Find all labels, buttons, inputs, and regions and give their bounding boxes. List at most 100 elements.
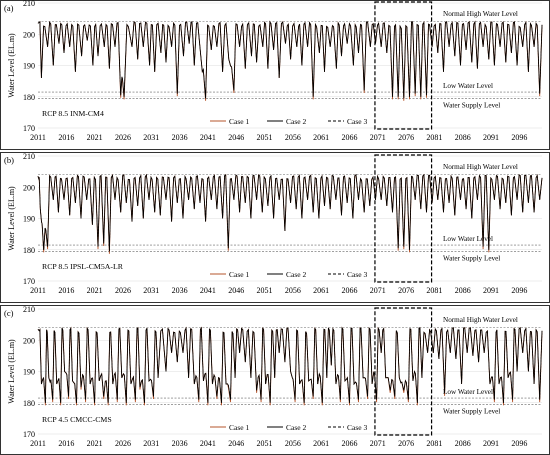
series-case-2-line <box>37 20 543 99</box>
x-tick-label: 2086 <box>455 286 471 295</box>
x-tick-label: 2046 <box>228 439 244 448</box>
x-tick-label: 2086 <box>455 439 471 448</box>
panel-tag: (b) <box>4 155 14 165</box>
legend-label: Case 1 <box>229 117 249 126</box>
x-tick-label: 2046 <box>228 133 244 142</box>
x-tick-label: 2041 <box>200 439 216 448</box>
x-tick-label: 2031 <box>143 133 159 142</box>
x-tick-label: 2091 <box>483 439 499 448</box>
x-tick-label: 2021 <box>87 133 103 142</box>
x-tick-label: 2051 <box>257 133 273 142</box>
x-tick-label: 2011 <box>30 286 46 295</box>
x-tick-label: 2066 <box>341 439 357 448</box>
panel-frame <box>0 305 550 455</box>
panel-frame <box>0 0 550 150</box>
panel-tag: (a) <box>4 3 14 13</box>
x-tick-label: 2026 <box>115 286 131 295</box>
x-tick-label: 2076 <box>398 439 414 448</box>
series-case-2-line <box>37 173 543 252</box>
x-tick-label: 2066 <box>341 133 357 142</box>
legend-label: Case 1 <box>229 270 249 279</box>
x-tick-label: 2071 <box>370 133 386 142</box>
highlight-box <box>374 154 433 283</box>
legend-label: Case 1 <box>229 423 249 432</box>
reference-line-label: Low Water Level <box>443 82 493 90</box>
y-axis-label: Water Level (EL.m) <box>7 186 16 251</box>
x-tick-label: 2041 <box>200 286 216 295</box>
reference-line-label: Water Supply Level <box>443 407 500 415</box>
x-tick-label: 2076 <box>398 286 414 295</box>
y-axis-label: Water Level (EL.m) <box>7 33 16 98</box>
x-tick-label: 2076 <box>398 133 414 142</box>
x-tick-label: 2031 <box>143 439 159 448</box>
x-tick-label: 2051 <box>257 439 273 448</box>
x-tick-label: 2036 <box>172 286 188 295</box>
x-tick-label: 2056 <box>285 439 301 448</box>
legend-label: Case 3 <box>347 270 367 279</box>
panel-tag: (c) <box>4 308 14 318</box>
y-axis-label: Water Level (EL.m) <box>7 339 16 404</box>
y-tick-label: 180 <box>23 246 35 255</box>
reference-line-label: Water Supply Level <box>443 101 500 109</box>
x-tick-label: 2021 <box>87 286 103 295</box>
x-tick-label: 2056 <box>285 286 301 295</box>
y-tick-label: 210 <box>23 305 35 314</box>
x-tick-label: 2026 <box>115 439 131 448</box>
reference-line-label: Normal High Water Level <box>443 316 518 324</box>
x-tick-label: 2046 <box>228 286 244 295</box>
x-tick-label: 2026 <box>115 133 131 142</box>
reference-line-label: Normal High Water Level <box>443 10 518 18</box>
panel-c: 170 180 190 200 210 2011 2016 2021 2026 2031 2036 2… <box>0 305 550 455</box>
y-tick-label: 210 <box>23 152 35 161</box>
legend-label: Case 2 <box>286 117 306 126</box>
x-tick-label: 2066 <box>341 286 357 295</box>
legend-label: Case 3 <box>347 117 367 126</box>
x-tick-label: 2021 <box>87 439 103 448</box>
y-tick-label: 200 <box>23 336 35 345</box>
y-tick-label: 170 <box>23 430 35 439</box>
x-tick-label: 2051 <box>257 286 273 295</box>
x-tick-label: 2096 <box>511 286 527 295</box>
x-tick-label: 2081 <box>426 133 442 142</box>
x-tick-label: 2036 <box>172 133 188 142</box>
reference-line-label: Low Water Level <box>443 235 493 243</box>
scenario-label: RCP 8.5 INM-CM4 <box>42 109 104 118</box>
scenario-label: RCP 4.5 CMCC-CMS <box>42 415 112 424</box>
panel-frame <box>0 152 550 303</box>
y-tick-label: 170 <box>23 124 35 133</box>
x-tick-label: 2016 <box>58 133 74 142</box>
x-tick-label: 2061 <box>313 133 329 142</box>
x-tick-label: 2096 <box>511 133 527 142</box>
x-tick-label: 2081 <box>426 286 442 295</box>
y-tick-label: 200 <box>23 30 35 39</box>
legend-label: Case 2 <box>286 270 306 279</box>
x-tick-label: 2031 <box>143 286 159 295</box>
x-tick-label: 2011 <box>30 133 46 142</box>
y-tick-label: 180 <box>23 93 35 102</box>
reference-line-label: Water Supply Level <box>443 254 500 262</box>
x-tick-label: 2091 <box>483 286 499 295</box>
x-tick-label: 2096 <box>511 439 527 448</box>
y-tick-label: 210 <box>23 0 35 8</box>
panel-b: 170 180 190 200 210 2011 2016 2021 2026 2031 2036 2… <box>0 152 550 303</box>
panel-a: 170 180 190 200 210 2011 2016 2021 2026 2031 2036 2… <box>0 0 550 150</box>
highlight-box <box>374 1 433 130</box>
x-tick-label: 2086 <box>455 133 471 142</box>
series-case-2-line <box>37 326 543 403</box>
x-tick-label: 2061 <box>313 439 329 448</box>
x-tick-label: 2071 <box>370 286 386 295</box>
y-tick-label: 180 <box>23 399 35 408</box>
legend-label: Case 3 <box>347 423 367 432</box>
x-tick-label: 2081 <box>426 439 442 448</box>
x-tick-label: 2016 <box>58 439 74 448</box>
x-tick-label: 2061 <box>313 286 329 295</box>
y-tick-label: 170 <box>23 277 35 286</box>
y-tick-label: 190 <box>23 62 35 71</box>
highlight-box <box>374 307 433 436</box>
x-tick-label: 2071 <box>370 439 386 448</box>
x-tick-label: 2011 <box>30 439 46 448</box>
y-tick-label: 190 <box>23 215 35 224</box>
x-tick-label: 2016 <box>58 286 74 295</box>
y-tick-label: 190 <box>23 368 35 377</box>
